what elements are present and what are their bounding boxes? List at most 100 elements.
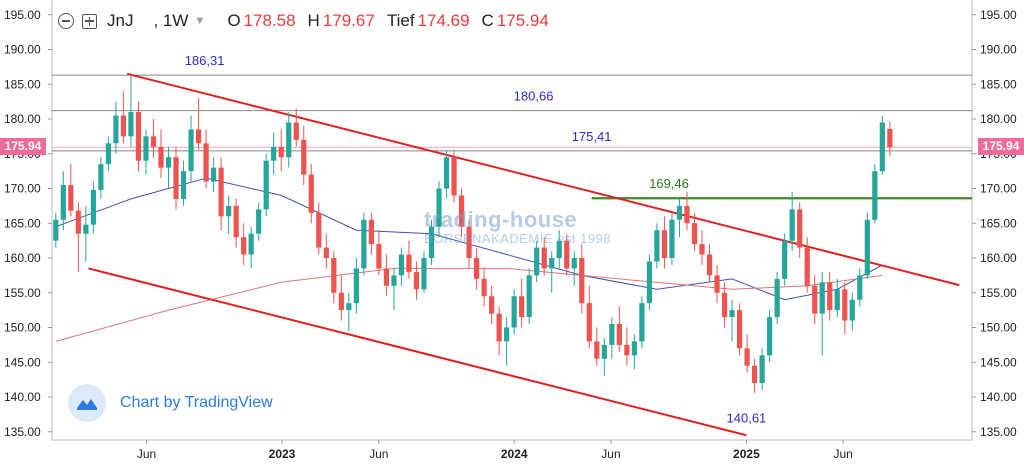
candle-body (368, 219, 374, 245)
watermark: trading-house BÖRSENAKADEMIE est 1998 (424, 207, 611, 246)
candle-body (684, 205, 690, 224)
y-tick-label: 165.00 (980, 216, 1017, 230)
candle-body (271, 146, 277, 161)
candle-body (864, 219, 870, 276)
close-key: C (481, 11, 494, 30)
candle-body (721, 292, 728, 318)
candle-body (173, 157, 179, 199)
candle-body (819, 282, 825, 314)
candle-body (301, 139, 307, 175)
y-tick-label: 160.00 (4, 251, 41, 265)
candle-body (331, 258, 337, 293)
level-annotations: 186,31 180,66 175,41 169,46 140,61 (185, 53, 767, 425)
candle-body (105, 143, 111, 165)
candle-body (53, 219, 59, 241)
candle-body (278, 146, 284, 158)
y-tick-label: 135.00 (980, 425, 1017, 439)
candle-body (361, 219, 367, 269)
candle-body (586, 303, 592, 342)
candle-body (646, 261, 653, 304)
candle-body (511, 296, 517, 328)
candle-body (736, 310, 743, 349)
x-tick-label: 2024 (501, 447, 528, 461)
x-tick-label: 2025 (733, 447, 760, 461)
candle-body (556, 240, 562, 258)
candle-body (797, 209, 803, 248)
candle-body (789, 209, 795, 241)
close-value: 175.94 (496, 11, 549, 30)
tradingview-logo-icon (68, 384, 106, 422)
candle-body (579, 258, 585, 304)
y-tick-label: 155.00 (4, 286, 41, 300)
watermark-title: trading-house (424, 207, 578, 232)
candle-body (98, 164, 104, 190)
candle-body (827, 282, 833, 311)
x-tick-label: Jun (601, 447, 620, 461)
candle-body (767, 317, 773, 356)
timeframe[interactable]: , 1W (153, 11, 189, 30)
tradingview-badge[interactable]: Chart by TradingView (68, 384, 273, 422)
candle-body (218, 167, 224, 217)
candle-body (534, 247, 540, 276)
candle-body (759, 355, 765, 384)
candle-body (451, 157, 457, 196)
y-tick-label: 135.00 (4, 425, 41, 439)
candle-body (639, 303, 645, 342)
candle-body (143, 136, 149, 161)
candle-body (353, 268, 359, 304)
high-key: H (307, 11, 320, 30)
candle-body (60, 185, 66, 220)
x-tick-label: Jun (369, 447, 388, 461)
candle-body (376, 244, 382, 269)
channel-lower-line (88, 267, 747, 437)
candle-body (188, 129, 194, 172)
y-tick-label: 140.00 (980, 390, 1017, 404)
x-axis: Jun 2023 Jun 2024 Jun 2025 Jun (137, 440, 853, 461)
candle-body (812, 285, 818, 314)
x-tick-label: Jun (137, 447, 156, 461)
dropdown-caret-icon[interactable]: ▼ (194, 15, 206, 27)
candle-body (158, 146, 164, 168)
tradingview-label[interactable]: Chart by TradingView (120, 394, 273, 411)
symbol-name[interactable]: JnJ (107, 11, 134, 30)
y-tick-label: 165.00 (4, 216, 41, 230)
y-tick-label: 195.00 (980, 8, 1017, 22)
candle-body (226, 205, 232, 217)
last-price-tag-right: 175.94 (978, 138, 1024, 155)
level-label: 175,41 (572, 129, 612, 144)
candle-body (774, 278, 780, 318)
level-label: 169,46 (649, 176, 689, 191)
add-symbol-icon[interactable] (82, 13, 97, 29)
y-axis-right: 135.00 140.00 145.00 150.00 155.00 160.00 165.… (972, 8, 1017, 439)
candle-body (857, 275, 863, 300)
candle-body (316, 212, 322, 248)
candle-body (669, 219, 675, 258)
candle-body (383, 268, 390, 286)
low-key: Tief (386, 11, 415, 30)
y-tick-label: 185.00 (4, 77, 41, 91)
candle-body (594, 341, 600, 359)
candle-body (75, 210, 81, 234)
candle-body (549, 258, 555, 269)
y-tick-label: 170.00 (4, 182, 41, 196)
y-tick-label: 145.00 (4, 355, 41, 369)
candle-body (616, 324, 622, 345)
candle-body (128, 112, 134, 137)
candle-body (714, 275, 720, 293)
candle-body (609, 324, 615, 345)
open-value: 178.58 (243, 11, 296, 30)
x-tick-label: Jun (833, 447, 852, 461)
open-key: O (227, 11, 241, 30)
candle-body (849, 299, 855, 321)
candle-body (504, 327, 510, 342)
candle-body (481, 278, 487, 297)
candle-body (68, 185, 74, 211)
collapse-legend-icon[interactable] (58, 13, 74, 29)
candle-body (256, 209, 262, 234)
candle-body (135, 112, 142, 161)
candle-body (391, 275, 397, 286)
candle-body (489, 296, 495, 314)
candle-body (150, 136, 157, 147)
chart-grid (51, 0, 973, 441)
candle-body (519, 296, 525, 318)
